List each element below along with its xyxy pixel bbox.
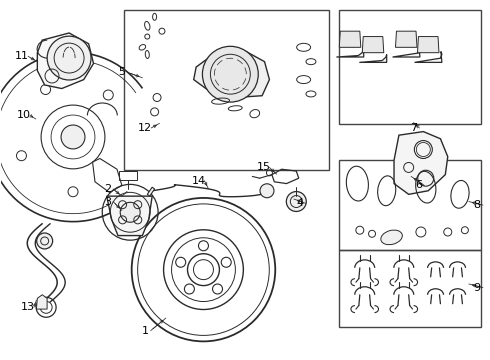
Text: 8: 8 xyxy=(473,200,481,210)
Text: 6: 6 xyxy=(415,180,422,190)
Bar xyxy=(124,10,329,170)
Text: 5: 5 xyxy=(119,67,125,77)
Polygon shape xyxy=(336,50,364,57)
Circle shape xyxy=(202,46,258,102)
Text: 10: 10 xyxy=(17,111,31,121)
Text: 15: 15 xyxy=(257,162,270,172)
Polygon shape xyxy=(37,33,94,89)
Circle shape xyxy=(260,184,274,198)
Text: 11: 11 xyxy=(15,51,29,61)
Polygon shape xyxy=(107,196,152,235)
Bar xyxy=(339,250,481,327)
Circle shape xyxy=(47,36,91,80)
Text: 9: 9 xyxy=(473,283,481,293)
Text: 1: 1 xyxy=(141,325,148,336)
Text: 14: 14 xyxy=(192,176,206,186)
Text: 12: 12 xyxy=(138,123,152,133)
Polygon shape xyxy=(395,31,417,47)
Circle shape xyxy=(37,233,52,249)
Polygon shape xyxy=(417,37,439,53)
Text: 4: 4 xyxy=(296,198,303,208)
Polygon shape xyxy=(415,51,442,62)
Bar xyxy=(339,160,481,250)
Ellipse shape xyxy=(381,230,402,245)
Polygon shape xyxy=(194,51,270,98)
Text: 2: 2 xyxy=(104,184,111,194)
Bar xyxy=(120,171,137,180)
Circle shape xyxy=(61,125,85,149)
Text: 13: 13 xyxy=(21,302,35,312)
Circle shape xyxy=(120,202,140,222)
Polygon shape xyxy=(394,132,448,194)
Polygon shape xyxy=(359,54,387,62)
Polygon shape xyxy=(392,46,420,57)
Polygon shape xyxy=(339,31,361,47)
Polygon shape xyxy=(147,187,155,196)
Polygon shape xyxy=(362,37,384,53)
Bar xyxy=(339,10,481,125)
Polygon shape xyxy=(36,295,47,309)
Circle shape xyxy=(286,192,306,211)
Text: 3: 3 xyxy=(104,197,111,207)
Text: 7: 7 xyxy=(410,123,417,133)
